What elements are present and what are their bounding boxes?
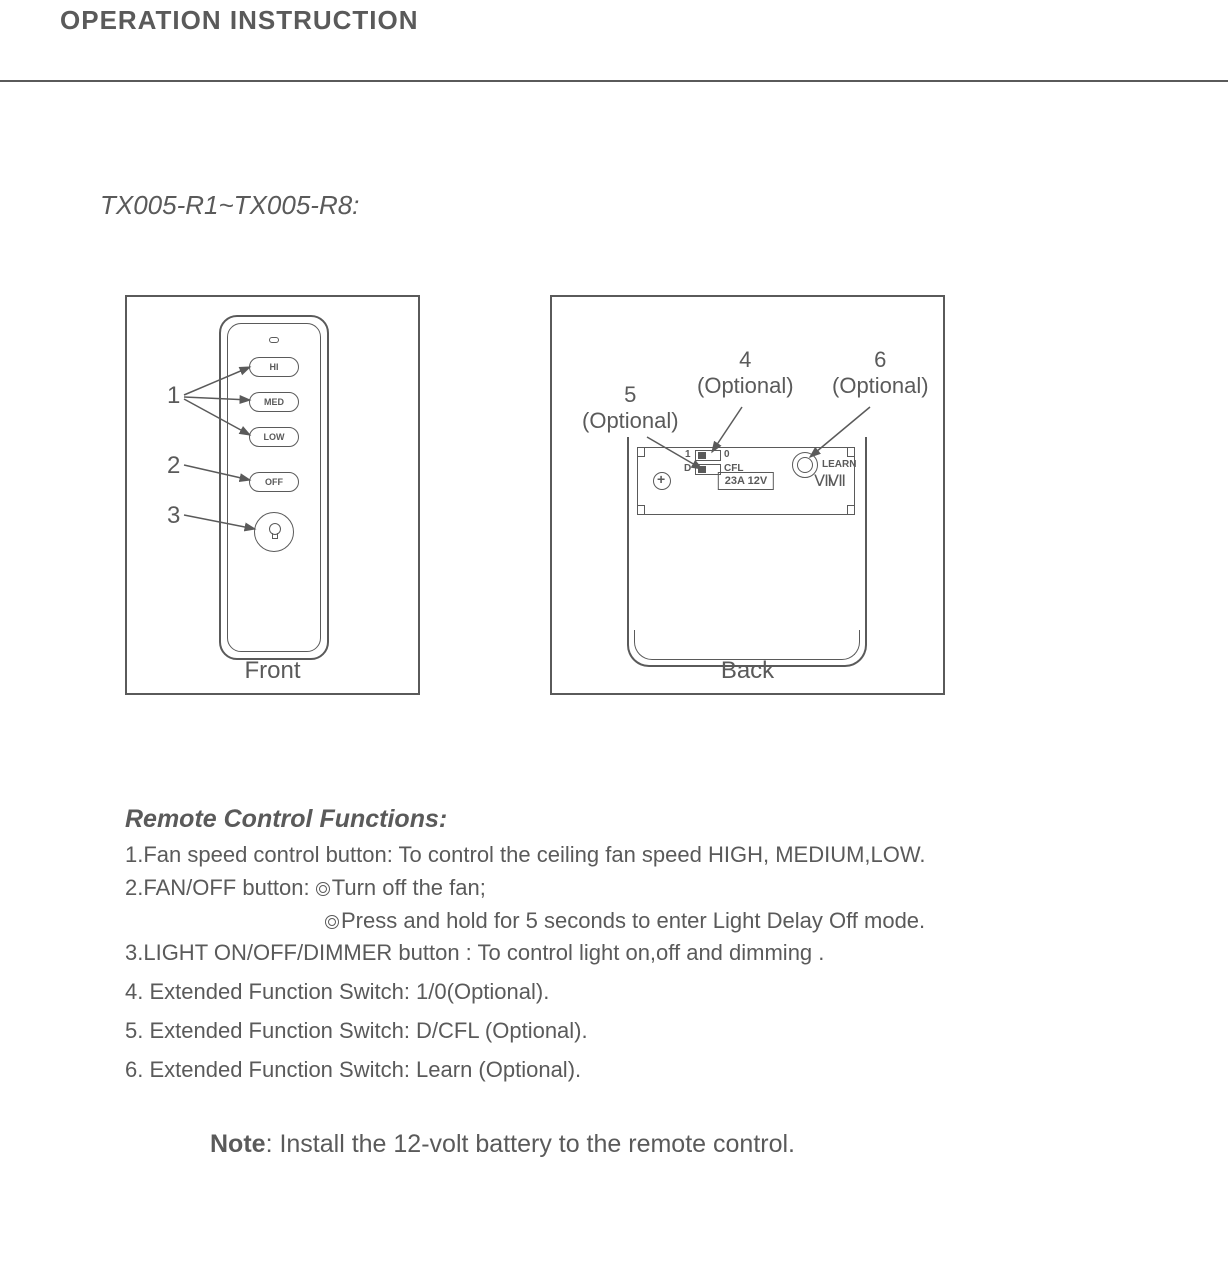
- f2b-text: Press and hold for 5 seconds to enter Li…: [341, 908, 925, 933]
- function-2a: 2.FAN/OFF button: Turn off the fan;: [125, 873, 1105, 904]
- bullet-icon: [325, 915, 339, 929]
- f2a-tail: Turn off the fan;: [332, 875, 486, 900]
- function-1: 1.Fan speed control button: To control t…: [125, 840, 1105, 871]
- f2a-lead: 2.FAN/OFF button:: [125, 875, 316, 900]
- function-3: 3.LIGHT ON/OFF/DIMMER button : To contro…: [125, 938, 1105, 969]
- note-line: Note: Install the 12-volt battery to the…: [210, 1130, 795, 1159]
- page-title: OPERATION INSTRUCTION: [60, 5, 419, 36]
- note-rest: : Install the 12-volt battery to the rem…: [266, 1130, 795, 1158]
- functions-block: Remote Control Functions: 1.Fan speed co…: [125, 805, 1105, 1088]
- diagram-row: HI MED LOW OFF 1 2 3 Front: [125, 295, 945, 695]
- front-arrows-icon: [127, 297, 422, 697]
- back-caption: Back: [721, 657, 774, 685]
- back-arrows-icon: [552, 297, 947, 697]
- function-6: 6. Extended Function Switch: Learn (Opti…: [125, 1055, 1105, 1086]
- function-5: 5. Extended Function Switch: D/CFL (Opti…: [125, 1016, 1105, 1047]
- model-label: TX005-R1~TX005-R8:: [100, 190, 359, 221]
- function-4: 4. Extended Function Switch: 1/0(Optiona…: [125, 977, 1105, 1008]
- bullet-icon: [316, 882, 330, 896]
- front-frame: HI MED LOW OFF 1 2 3 Front: [125, 295, 420, 695]
- front-caption: Front: [244, 657, 300, 685]
- functions-title: Remote Control Functions:: [125, 805, 1105, 834]
- back-frame: 4 (Optional) 5 (Optional) 6 (Optional) 1…: [550, 295, 945, 695]
- divider: [0, 80, 1228, 82]
- function-2b: Press and hold for 5 seconds to enter Li…: [325, 906, 1105, 937]
- note-bold: Note: [210, 1130, 266, 1158]
